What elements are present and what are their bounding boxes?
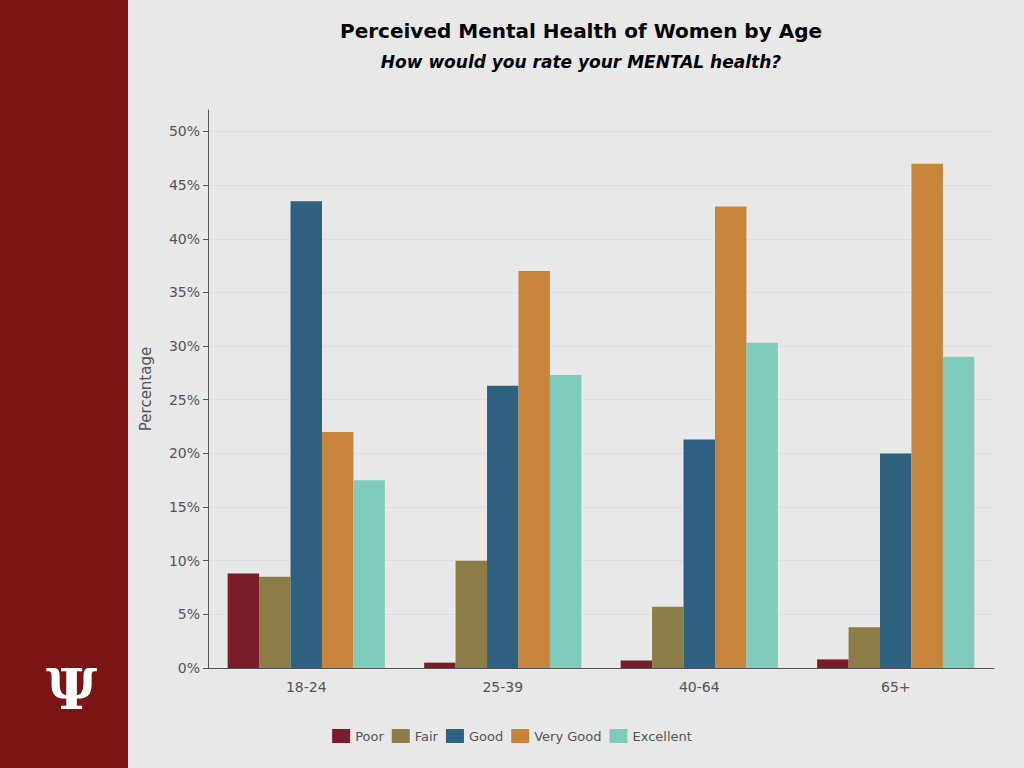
svg-text:20%: 20% xyxy=(169,445,200,461)
svg-text:How would you rate your MENTAL: How would you rate your MENTAL health? xyxy=(381,52,781,72)
svg-text:Fair: Fair xyxy=(415,729,439,744)
svg-text:5%: 5% xyxy=(178,606,200,622)
svg-text:30%: 30% xyxy=(169,338,200,354)
svg-text:40-64: 40-64 xyxy=(679,679,720,695)
svg-text:50%: 50% xyxy=(169,123,200,139)
svg-text:45%: 45% xyxy=(169,177,200,193)
svg-text:40%: 40% xyxy=(169,231,200,247)
svg-text:Perceived Mental Health of Wom: Perceived Mental Health of Women by Age xyxy=(340,19,822,43)
svg-text:65+: 65+ xyxy=(881,679,911,695)
svg-text:0%: 0% xyxy=(178,660,200,676)
svg-text:35%: 35% xyxy=(169,284,200,300)
svg-text:Very Good: Very Good xyxy=(534,729,601,744)
svg-text:Excellent: Excellent xyxy=(632,729,691,744)
svg-text:15%: 15% xyxy=(169,499,200,515)
svg-text:18-24: 18-24 xyxy=(286,679,327,695)
svg-text:Percentage: Percentage xyxy=(137,347,155,431)
svg-text:Poor: Poor xyxy=(355,729,384,744)
svg-text:25-39: 25-39 xyxy=(482,679,523,695)
svg-text:Good: Good xyxy=(469,729,503,744)
svg-text:Ψ: Ψ xyxy=(46,656,97,722)
svg-text:25%: 25% xyxy=(169,392,200,408)
svg-text:10%: 10% xyxy=(169,553,200,569)
